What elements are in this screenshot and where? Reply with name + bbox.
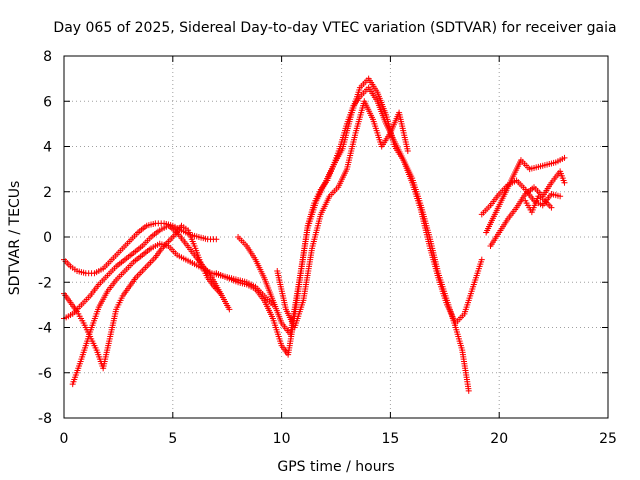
data-point (217, 290, 224, 297)
y-tick-label: 2 (43, 185, 52, 201)
y-tick-label: -6 (38, 366, 52, 382)
data-point (404, 148, 411, 155)
data-point (465, 387, 472, 394)
data-point (478, 256, 485, 263)
x-tick-label: 25 (599, 431, 617, 447)
y-tick-label: -2 (38, 275, 52, 291)
data-point (561, 179, 568, 186)
chart-title: Day 065 of 2025, Sidereal Day-to-day VTE… (53, 20, 616, 36)
grid-lines (64, 56, 608, 418)
data-points (61, 75, 568, 394)
data-point (213, 236, 220, 243)
y-tick-label: -8 (38, 411, 52, 427)
y-tick-label: 4 (43, 140, 52, 156)
data-point (548, 204, 555, 211)
y-tick-label: 8 (43, 49, 52, 65)
axis-ticks: 0 5 10 15 20 25 -8 -6 -4 -2 0 2 4 6 8 (38, 49, 617, 447)
y-tick-label: 0 (43, 230, 52, 246)
x-tick-label: 0 (60, 431, 69, 447)
data-point (557, 193, 564, 200)
y-axis-label: SDTVAR / TECUs (7, 181, 23, 296)
data-point (561, 154, 568, 161)
x-tick-label: 20 (490, 431, 508, 447)
x-tick-label: 5 (168, 431, 177, 447)
y-tick-label: 6 (43, 94, 52, 110)
x-axis-label: GPS time / hours (277, 459, 394, 475)
x-tick-label: 15 (381, 431, 399, 447)
x-tick-label: 10 (273, 431, 291, 447)
y-tick-label: -4 (38, 321, 52, 337)
data-point (226, 306, 233, 313)
